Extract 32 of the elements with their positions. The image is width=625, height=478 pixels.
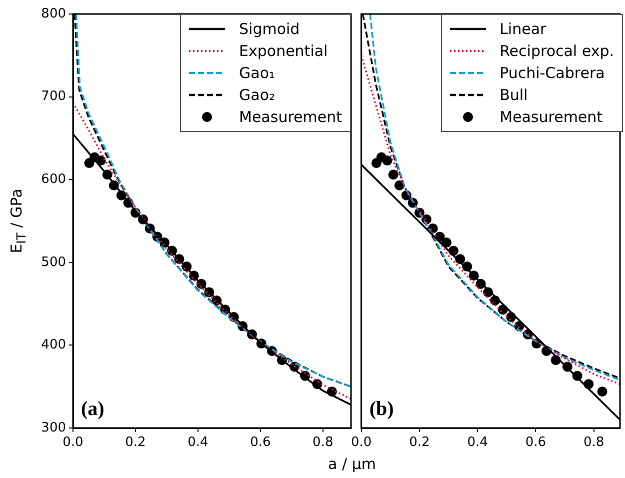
x-tick-label: 0.2 [409, 435, 430, 450]
y-tick-label: 600 [41, 172, 66, 187]
legend-label: Sigmoid [239, 19, 300, 40]
legend-label: Gao₂ [239, 85, 276, 106]
legend-label: Measurement [239, 107, 342, 128]
x-axis-title: a / µm [328, 455, 376, 473]
x-tick-label: 0.4 [188, 435, 208, 450]
x-tick-label: 0.0 [350, 435, 372, 450]
y-tick-label: 400 [41, 338, 66, 353]
point [388, 170, 398, 180]
x-tick-label: 0.2 [125, 435, 146, 450]
x-tick-label: 0.8 [312, 435, 334, 450]
legend-label: Bull [500, 85, 528, 106]
x-tick-label: 0.6 [250, 435, 271, 450]
point [382, 156, 392, 166]
legend-label: Exponential [239, 41, 328, 62]
y-tick-label: 500 [41, 254, 66, 270]
y-tick-label: 300 [41, 420, 66, 436]
x-tick-label: 0.8 [584, 435, 604, 450]
legend-label: Measurement [500, 107, 603, 128]
point [597, 386, 608, 397]
x-tick-label: 0.4 [467, 435, 488, 450]
annotation: (a) [81, 398, 104, 420]
y-tick-label: 700 [41, 89, 66, 104]
legend-label: Puchi-Cabrera [500, 63, 605, 84]
y-tick-label: 800 [41, 6, 66, 22]
legend-label: Linear [500, 19, 546, 40]
legend-label: Gao₁ [239, 63, 276, 84]
annotation: (b) [369, 398, 394, 420]
legend-label: Reciprocal exp. [500, 41, 614, 62]
x-tick-label: 0.0 [62, 435, 84, 450]
x-tick-label: 0.6 [525, 435, 546, 450]
